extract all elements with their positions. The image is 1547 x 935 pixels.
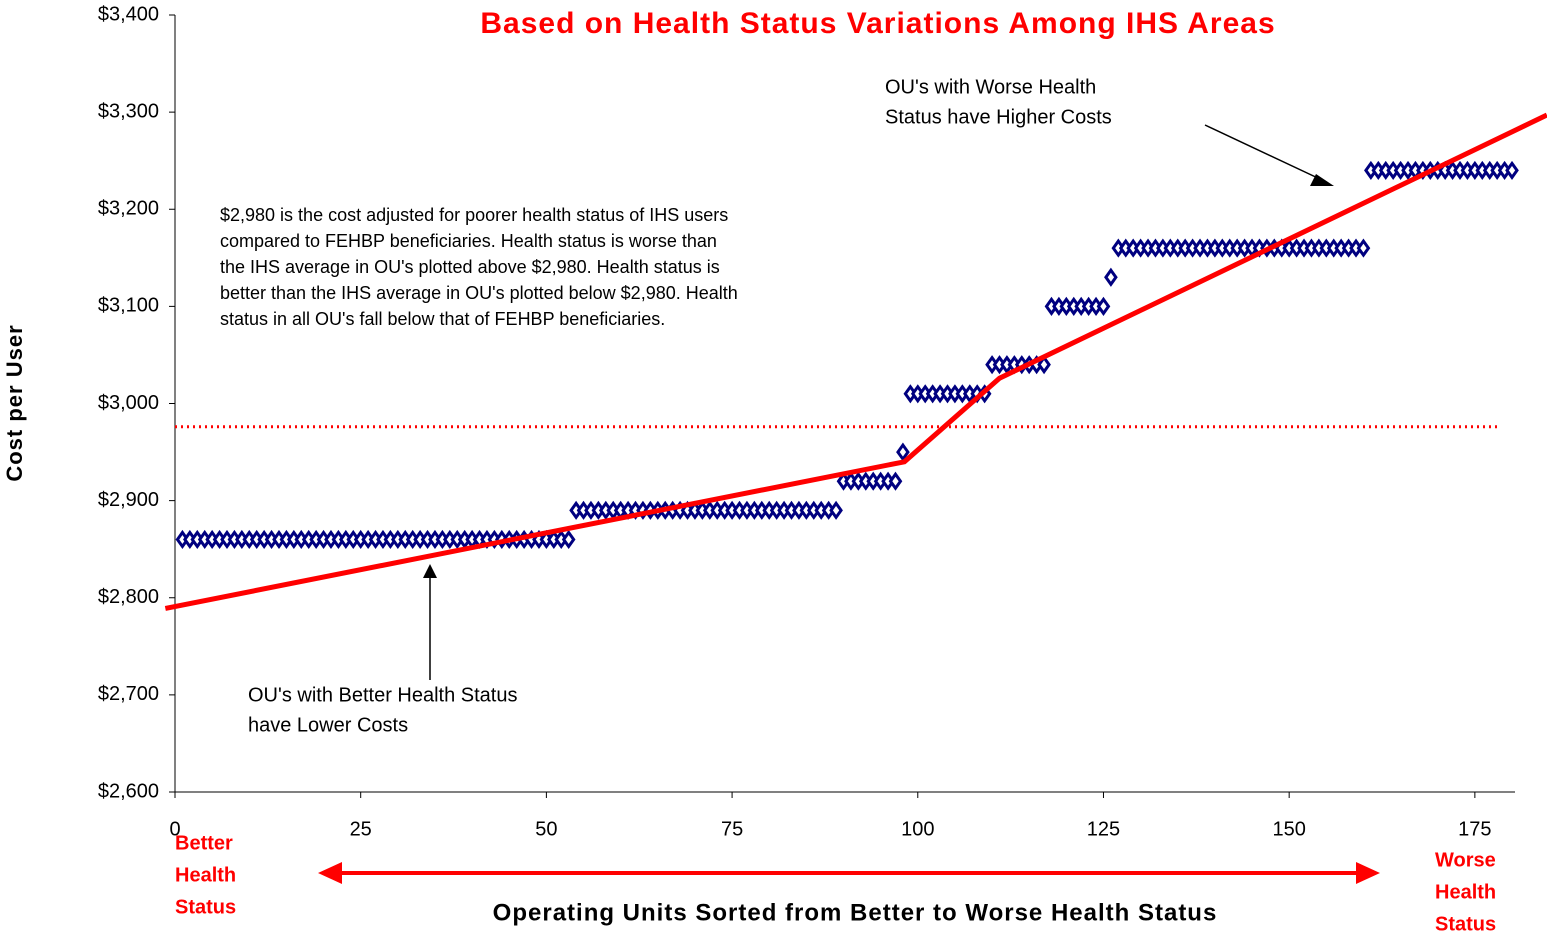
annotation: Status bbox=[1435, 913, 1496, 935]
y-tick-label: $3,000 bbox=[98, 392, 159, 414]
annotation: Health bbox=[1435, 881, 1496, 903]
annotation: Better bbox=[175, 832, 233, 854]
point bbox=[561, 529, 576, 550]
annotation: Worse bbox=[1435, 849, 1496, 871]
annotation: Status bbox=[175, 896, 236, 918]
trend-line bbox=[164, 112, 1547, 611]
annotation: OU's with Better Health Status bbox=[248, 684, 517, 706]
annotation: the IHS average in OU's plotted above $2… bbox=[220, 257, 720, 277]
annotation: Health bbox=[175, 864, 236, 886]
y-tick-label: $2,700 bbox=[98, 683, 159, 705]
x-tick-label: 150 bbox=[1272, 818, 1305, 840]
point bbox=[829, 500, 843, 520]
y-tick-label: $2,600 bbox=[98, 780, 159, 802]
annotation: status in all OU's fall below that of FE… bbox=[220, 309, 665, 329]
point bbox=[1096, 296, 1111, 316]
annotation-arrow bbox=[1204, 124, 1323, 181]
annotation: $2,980 is the cost adjusted for poorer h… bbox=[220, 205, 728, 225]
y-axis-title: Cost per User bbox=[2, 324, 27, 481]
arrow-head bbox=[1310, 174, 1334, 186]
x-tick-label: 75 bbox=[721, 818, 743, 840]
point bbox=[888, 471, 903, 491]
x-tick-label: 100 bbox=[901, 818, 934, 840]
point bbox=[1356, 238, 1371, 258]
point bbox=[1505, 160, 1519, 180]
x-tick-label: 25 bbox=[350, 818, 372, 840]
x-tick-label: 175 bbox=[1458, 818, 1491, 840]
y-tick-label: $3,200 bbox=[98, 198, 159, 220]
point bbox=[1104, 267, 1118, 287]
annotation: have Lower Costs bbox=[248, 714, 408, 736]
annotation: OU's with Worse Health bbox=[885, 76, 1096, 98]
arrow-head bbox=[423, 564, 437, 578]
point bbox=[896, 442, 910, 462]
annotation: better than the IHS average in OU's plot… bbox=[220, 283, 738, 303]
y-tick-label: $2,900 bbox=[98, 489, 159, 511]
x-axis-title: Operating Units Sorted from Better to Wo… bbox=[493, 899, 1218, 926]
y-tick-label: $3,400 bbox=[98, 3, 159, 25]
x-tick-label: 0 bbox=[169, 818, 180, 840]
annotation: compared to FEHBP beneficiaries. Health … bbox=[220, 231, 717, 251]
arrow-head bbox=[1356, 862, 1380, 884]
x-tick-label: 125 bbox=[1087, 818, 1120, 840]
annotation: Status have Higher Costs bbox=[885, 106, 1112, 128]
x-tick-label: 50 bbox=[535, 818, 557, 840]
arrow-head bbox=[318, 862, 342, 884]
y-tick-label: $3,100 bbox=[98, 295, 159, 317]
point bbox=[1037, 355, 1051, 375]
y-tick-label: $2,800 bbox=[98, 586, 159, 608]
y-tick-label: $3,300 bbox=[98, 100, 159, 122]
chart-title: Based on Health Status Variations Among … bbox=[480, 7, 1275, 40]
